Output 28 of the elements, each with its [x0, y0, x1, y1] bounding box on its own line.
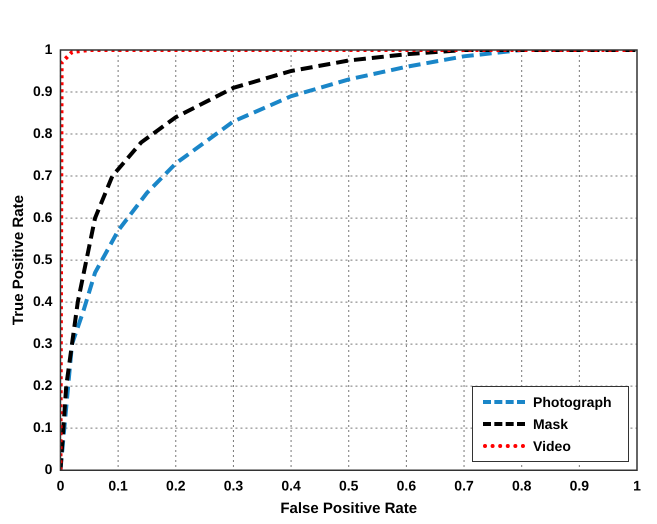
x-tick-label: 0.5	[338, 477, 359, 494]
legend-label: Photograph	[533, 394, 612, 410]
x-tick-label: 0.8	[512, 477, 532, 494]
y-tick-label: 0.9	[32, 82, 53, 99]
y-tick-label: 0.7	[32, 166, 53, 183]
y-tick-label: 0.4	[32, 292, 53, 309]
legend-label: Video	[533, 438, 571, 454]
line-series	[60, 50, 637, 470]
legend-label: Mask	[533, 416, 568, 432]
y-tick-label: 0.5	[32, 250, 53, 267]
y-tick-label: 0.6	[32, 208, 53, 225]
y-tick-label: 0.8	[32, 124, 53, 141]
x-axis-title: False Positive Rate	[280, 500, 418, 518]
y-tick-label: 0	[44, 461, 53, 478]
y-tick-label: 0.1	[32, 419, 53, 436]
y-tick-label: 1	[44, 40, 53, 57]
x-tick-label: 0.2	[166, 477, 186, 494]
x-tick-label: 0.6	[396, 477, 416, 494]
x-tick-label: 0.9	[570, 477, 590, 494]
x-tick-label: 0.7	[454, 477, 474, 494]
y-tick-label: 0.2	[32, 377, 53, 394]
x-tick-label: 1	[633, 477, 642, 494]
y-tick-label: 0.3	[32, 335, 53, 351]
x-tick-label: 0.3	[224, 477, 244, 494]
x-tick-label: 0.1	[108, 477, 128, 494]
x-tick-label: 0.4	[281, 477, 302, 494]
y-axis-title: True Positive Rate	[10, 195, 28, 326]
x-tick-label: 0	[56, 477, 65, 494]
